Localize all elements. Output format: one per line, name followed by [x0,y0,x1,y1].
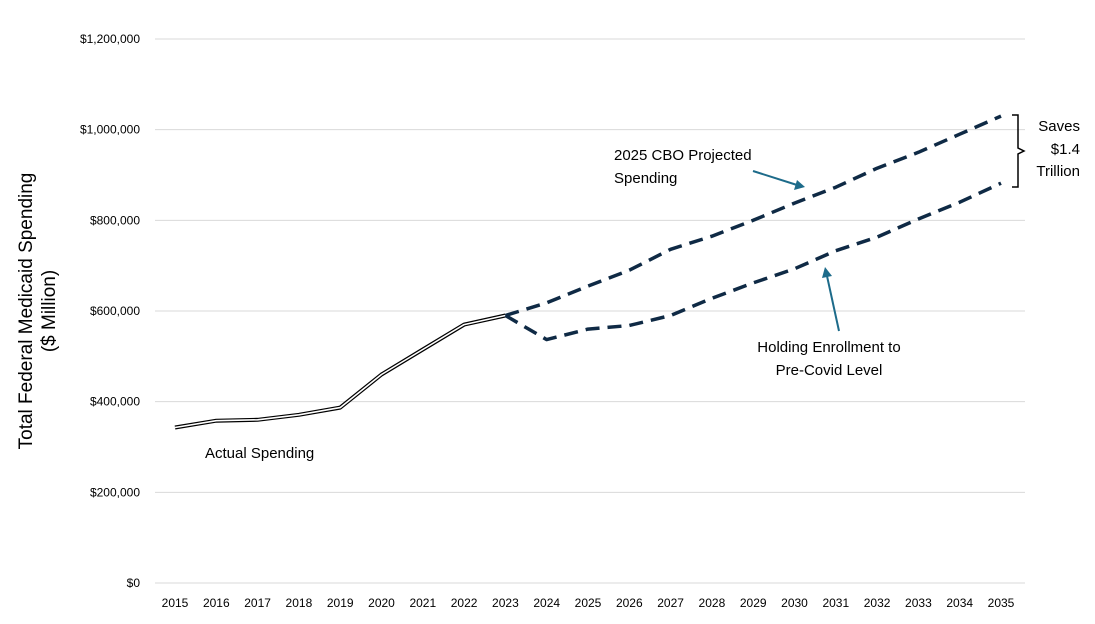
series-line-actual-inner [174,314,506,429]
arrow-to-holding-line-head [822,267,832,278]
x-tick-label: 2024 [533,596,560,610]
y-tick-label: $400,000 [90,395,140,409]
annotation-actual-spending: Actual Spending [205,445,314,462]
arrow-to-cbo-line-head [794,180,805,190]
x-tick-label: 2021 [409,596,436,610]
x-tick-label: 2028 [699,596,726,610]
annotation-holding-line1: Holding Enrollment to [757,339,900,356]
y-tick-label: $1,200,000 [80,32,140,46]
y-axis-ticks: $0 $200,000 $400,000 $600,000 $800,000 $1,000… [80,32,140,590]
x-tick-label: 2018 [286,596,313,610]
x-tick-label: 2030 [781,596,808,610]
x-tick-label: 2016 [203,596,230,610]
savings-bracket [1012,114,1026,188]
x-tick-label: 2027 [657,596,684,610]
x-tick-label: 2020 [368,596,395,610]
annotation-saves-line1: Saves [1038,118,1080,135]
y-axis-label-line2: ($ Million) [39,270,60,352]
x-tick-label: 2032 [864,596,891,610]
annotation-holding-line2: Pre-Covid Level [776,362,883,379]
x-tick-label: 2023 [492,596,519,610]
x-tick-label: 2025 [575,596,602,610]
x-tick-label: 2035 [988,596,1015,610]
annotation-saves-line3: Trillion [1036,163,1080,180]
gridlines [155,38,1025,584]
x-tick-label: 2026 [616,596,643,610]
x-tick-label: 2029 [740,596,767,610]
x-tick-label: 2015 [162,596,189,610]
x-tick-label: 2034 [946,596,973,610]
x-axis-ticks: 2015 2016 2017 2018 2019 2020 2021 2022 2023 2024… [162,596,1015,610]
series-line-actual-outer [174,313,506,430]
y-axis-label-line1: Total Federal Medicaid Spending [16,173,37,450]
x-tick-label: 2019 [327,596,354,610]
annotation-saves-line2: $1.4 [1051,141,1080,158]
annotation-cbo-line2: Spending [614,170,677,187]
series-line-cbo-projected [504,114,1002,318]
series-lines [174,114,1002,430]
y-tick-label: $600,000 [90,304,140,318]
y-tick-label: $0 [127,576,141,590]
y-tick-label: $800,000 [90,213,140,227]
annotation-cbo-line1: 2025 CBO Projected [614,147,752,164]
y-tick-label: $200,000 [90,485,140,499]
x-tick-label: 2031 [822,596,849,610]
arrow-to-holding-line [826,275,840,332]
series-line-holding-enrollment [504,181,1002,342]
arrow-to-cbo-line [752,170,798,186]
x-tick-label: 2022 [451,596,478,610]
x-tick-label: 2017 [244,596,271,610]
x-tick-label: 2033 [905,596,932,610]
y-tick-label: $1,000,000 [80,123,140,137]
